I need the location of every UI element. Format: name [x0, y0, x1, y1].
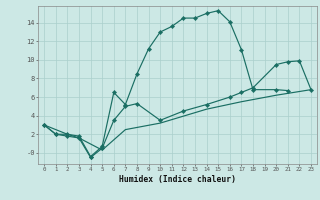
- X-axis label: Humidex (Indice chaleur): Humidex (Indice chaleur): [119, 175, 236, 184]
